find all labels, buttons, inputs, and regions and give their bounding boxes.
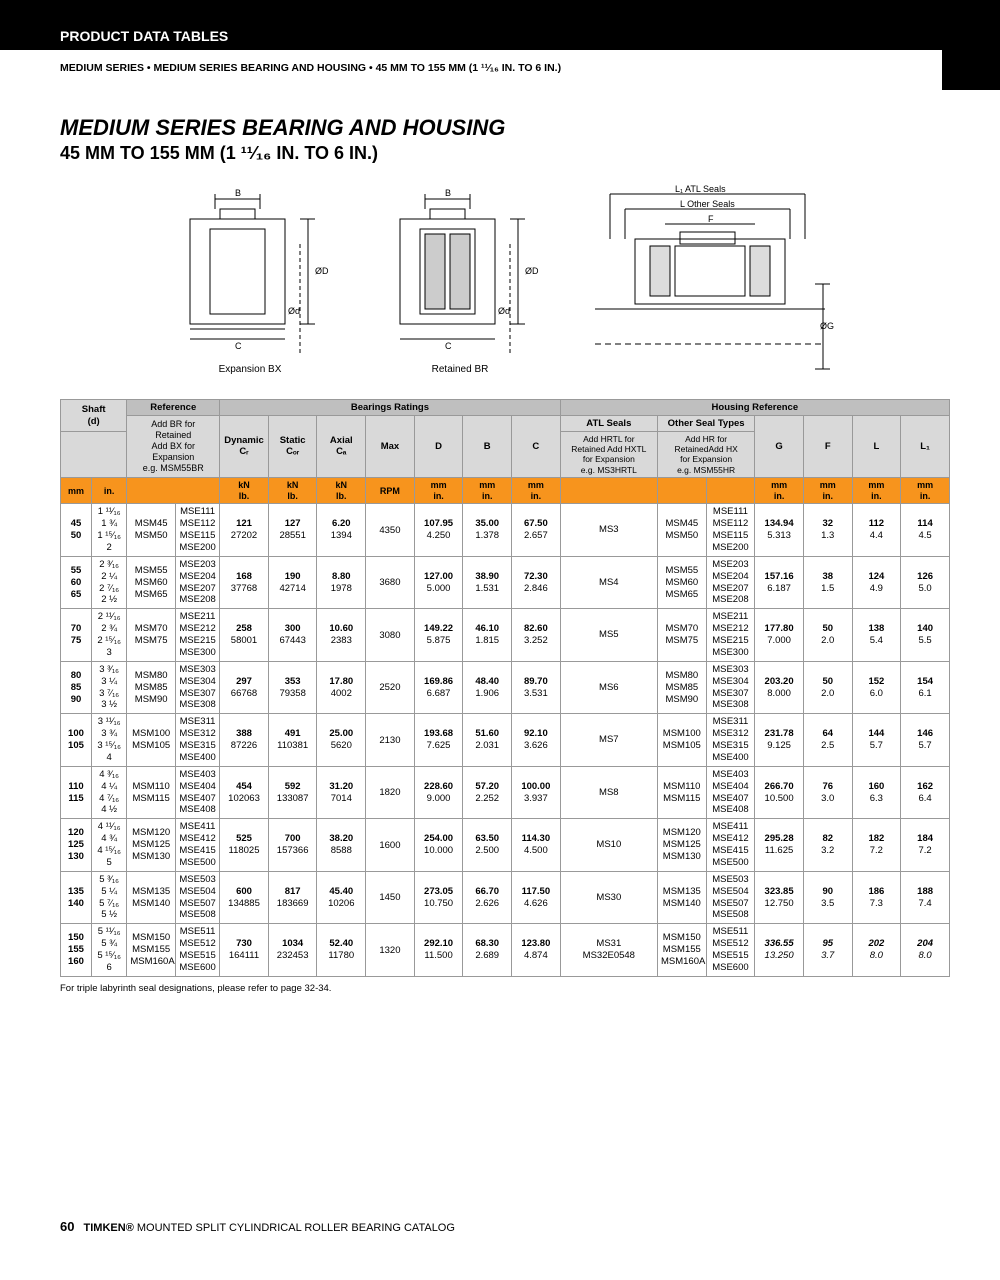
hdr-bearings: Bearings Ratings — [220, 400, 560, 416]
hdr-l1: L₁ — [901, 416, 950, 478]
breadcrumb: MEDIUM SERIES • MEDIUM SERIES BEARING AN… — [60, 62, 561, 74]
table-row: 45501 ¹¹⁄₁₆1 ¾1 ¹⁵⁄₁₆2MSM45MSM50MSE111MS… — [61, 504, 950, 557]
hdr-shaft: Shaft(d) — [61, 400, 127, 432]
diagram-retained-br: B ØD Ød C Retained BR — [370, 184, 550, 375]
table-row: 1351405 ³⁄₁₆5 ¼5 ⁷⁄₁₆5 ½MSM135MSM140MSE5… — [61, 871, 950, 924]
svg-text:ØD: ØD — [315, 266, 329, 276]
unit-kn: kNlb. — [220, 477, 269, 504]
page-title: MEDIUM SERIES BEARING AND HOUSING — [60, 115, 950, 141]
table-row: 1101154 ³⁄₁₆4 ¼4 ⁷⁄₁₆4 ½MSM110MSM115MSE4… — [61, 766, 950, 819]
svg-text:C: C — [235, 341, 242, 351]
hdr-reference: Reference — [127, 400, 220, 416]
hdr-other: Other Seal Types — [657, 416, 754, 432]
unit-mm: mm — [61, 477, 92, 504]
hdr-b: B — [463, 416, 512, 478]
table-footnote: For triple labyrinth seal designations, … — [60, 983, 950, 994]
hdr-housing: Housing Reference — [560, 400, 949, 416]
table-body: 45501 ¹¹⁄₁₆1 ¾1 ¹⁵⁄₁₆2MSM45MSM50MSE111MS… — [61, 504, 950, 977]
unit-in: in. — [91, 477, 126, 504]
table-row: 5560652 ³⁄₁₆2 ¼2 ⁷⁄₁₆2 ½MSM55MSM60MSM65M… — [61, 556, 950, 609]
unit-mmin: mmin. — [414, 477, 463, 504]
unit-mmin: mmin. — [803, 477, 852, 504]
table-row: 8085903 ³⁄₁₆3 ¼3 ⁷⁄₁₆3 ½MSM80MSM85MSM90M… — [61, 661, 950, 714]
table-row: 1001053 ¹¹⁄₁₆3 ¾3 ¹⁵⁄₁₆4MSM100MSM105MSE3… — [61, 714, 950, 767]
hdr-d: D — [414, 416, 463, 478]
hdr-l: L — [852, 416, 901, 478]
unit-rpm: RPM — [366, 477, 415, 504]
unit-mmin: mmin. — [852, 477, 901, 504]
svg-text:B: B — [445, 188, 451, 198]
hdr-c: C — [512, 416, 561, 478]
table-row: 1201251304 ¹¹⁄₁₆4 ¾4 ¹⁵⁄₁₆5MSM120MSM125M… — [61, 819, 950, 872]
top-black-bar — [0, 0, 1000, 18]
hdr-g: G — [755, 416, 804, 478]
svg-text:Ød: Ød — [498, 306, 510, 316]
hdr-static: StaticCₒᵣ — [268, 416, 317, 478]
diagram-expansion-bx: B ØD Ød C Expansion BX — [160, 184, 340, 375]
hdr-f: F — [803, 416, 852, 478]
data-table: Shaft(d) Reference Bearings Ratings Hous… — [60, 399, 950, 977]
svg-text:B: B — [235, 188, 241, 198]
hdr-dynamic: DynamicCᵣ — [220, 416, 269, 478]
svg-text:ØG: ØG — [820, 321, 834, 331]
unit-mmin: mmin. — [512, 477, 561, 504]
hdr-max: Max — [366, 416, 415, 478]
svg-text:C: C — [445, 341, 452, 351]
hdr-atl: ATL Seals — [560, 416, 657, 432]
unit-mmin: mmin. — [901, 477, 950, 504]
hdr-other-note: Add HR forRetainedAdd HXfor Expansione.g… — [657, 432, 754, 478]
table-row: 70752 ¹¹⁄₁₆2 ¾2 ¹⁵⁄₁₆3MSM70MSM75MSE211MS… — [61, 609, 950, 662]
unit-mmin: mmin. — [755, 477, 804, 504]
unit-mmin: mmin. — [463, 477, 512, 504]
unit-kn: kNlb. — [317, 477, 366, 504]
units-row: mm in. kNlb. kNlb. kNlb. RPM mmin. mmin.… — [61, 477, 950, 504]
diagram-br-label: Retained BR — [370, 364, 550, 375]
catalog-name: MOUNTED SPLIT CYLINDRICAL ROLLER BEARING… — [137, 1222, 455, 1234]
page-footer: 60 TIMKEN® MOUNTED SPLIT CYLINDRICAL ROL… — [60, 1219, 455, 1234]
hdr-ref-note: Add BR forRetainedAdd BX forExpansione.g… — [127, 416, 220, 478]
table-row: 1501551605 ¹¹⁄₁₆5 ¾5 ¹⁵⁄₁₆6MSM150MSM155M… — [61, 924, 950, 977]
svg-text:L Other Seals: L Other Seals — [680, 199, 735, 209]
hdr-atl-note: Add HRTL forRetained Add HXTLfor Expansi… — [560, 432, 657, 478]
page-subtitle: 45 MM TO 155 MM (1 ¹¹⁄₁₆ IN. TO 6 IN.) — [60, 143, 950, 164]
diagram-seals: L₁ ATL Seals L Other Seals F ØG — [580, 184, 840, 375]
page-content: MEDIUM SERIES BEARING AND HOUSING 45 MM … — [60, 115, 950, 994]
svg-text:L₁ ATL Seals: L₁ ATL Seals — [675, 184, 726, 194]
page-number: 60 — [60, 1219, 74, 1234]
diagram-row: B ØD Ød C Expansion BX — [160, 184, 950, 375]
brand-name: TIMKEN® — [84, 1222, 134, 1234]
svg-text:ØD: ØD — [525, 266, 539, 276]
diagram-bx-label: Expansion BX — [160, 364, 340, 375]
hdr-axial: AxialCₐ — [317, 416, 366, 478]
svg-text:F: F — [708, 214, 714, 224]
corner-black-block — [942, 0, 1000, 90]
table-header: Shaft(d) Reference Bearings Ratings Hous… — [61, 400, 950, 504]
svg-text:Ød: Ød — [288, 306, 300, 316]
section-header: PRODUCT DATA TABLES — [0, 18, 942, 50]
unit-kn: kNlb. — [268, 477, 317, 504]
